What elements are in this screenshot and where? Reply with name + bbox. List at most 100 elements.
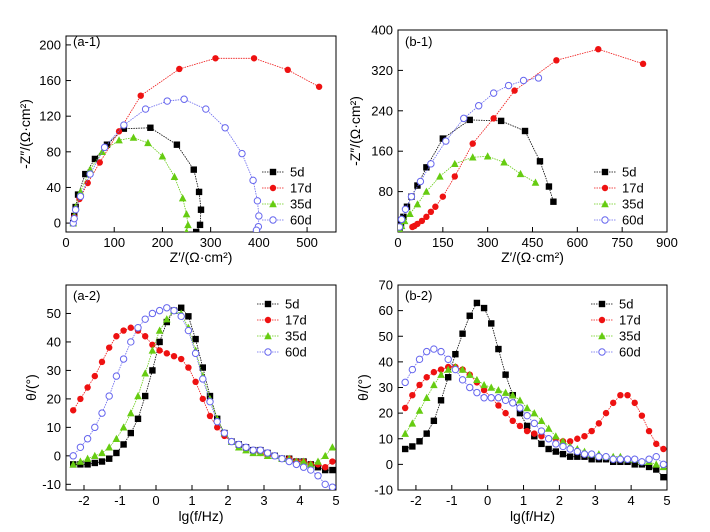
point-17d (414, 220, 421, 228)
point-35d (127, 409, 135, 417)
y-tick-label: 200 (39, 37, 61, 52)
point-35d (444, 365, 453, 373)
point-60d (573, 447, 582, 456)
x-tick-label: 4 (296, 493, 303, 508)
point-60d (487, 394, 495, 402)
point-60d (184, 326, 193, 335)
point-60d (202, 105, 210, 113)
point-35d (652, 460, 661, 468)
x-tick-label: 600 (566, 235, 588, 250)
point-35d (408, 419, 417, 427)
point-60d (509, 399, 517, 407)
data-area (401, 299, 667, 481)
legend-label-35d: 35d (619, 329, 641, 344)
x-tick-label: 500 (296, 235, 318, 250)
x-axis-title: Z′/(Ω·cm²) (501, 249, 564, 265)
point-17d (315, 83, 323, 90)
point-35d (307, 460, 315, 468)
point-60d (458, 376, 467, 384)
legend-label-35d: 35d (290, 197, 312, 212)
legend-marker-5d (601, 168, 609, 176)
series-line-60d (399, 77, 539, 228)
point-60d (427, 160, 435, 168)
point-5d (653, 466, 660, 473)
legend-marker-17d (269, 184, 277, 192)
point-60d (466, 383, 474, 392)
point-5d (192, 335, 199, 343)
point-60d (519, 76, 528, 85)
point-60d (206, 398, 214, 406)
legend-label-35d: 35d (622, 197, 644, 212)
point-35d (500, 158, 508, 166)
point-60d (473, 388, 481, 397)
legend-label-17d: 17d (622, 181, 644, 196)
legend-label-17d: 17d (285, 313, 307, 328)
point-60d (91, 423, 99, 432)
point-5d (497, 117, 505, 125)
point-17d (137, 92, 144, 99)
point-17d (427, 208, 435, 215)
point-17d (115, 128, 123, 135)
point-35d (501, 388, 510, 396)
point-60d (398, 223, 404, 231)
legend-marker-60d (269, 216, 277, 224)
series-line-5d (399, 119, 554, 230)
legend-label-17d: 17d (290, 181, 312, 196)
point-5d (416, 438, 423, 445)
point-60d (255, 212, 263, 220)
point-60d (516, 404, 524, 412)
point-60d (451, 365, 460, 374)
legend-label-5d: 5d (622, 165, 636, 180)
point-5d (178, 304, 185, 311)
point-35d (144, 138, 152, 147)
legend-marker-35d (598, 332, 606, 340)
point-60d (98, 409, 106, 417)
data-area (398, 45, 647, 232)
point-35d (415, 406, 424, 414)
point-60d (141, 105, 150, 113)
y-tick-label: 80 (47, 144, 61, 159)
y-tick-label: 120 (39, 109, 61, 124)
y-axis-title: -Z″/(Ω·cm²) (17, 99, 33, 169)
chart-a1: 0 100 200 300 400 50004080120160200Z′/(Ω·cm²)… (17, 34, 337, 265)
point-60d (501, 396, 510, 405)
legend-marker-35d (601, 200, 609, 208)
point-60d (112, 372, 121, 380)
point-60d (616, 455, 625, 463)
y-tick-label: 0 (386, 457, 393, 472)
point-60d (220, 429, 229, 437)
point-60d (430, 345, 438, 353)
point-17d (214, 424, 221, 431)
point-5d (523, 422, 531, 430)
point-5d (488, 320, 495, 327)
point-35d (450, 159, 459, 168)
x-tick-label: 300 (200, 235, 222, 250)
point-60d (86, 170, 94, 178)
x-tick-label: 0 (152, 493, 159, 508)
point-5d (409, 443, 416, 450)
point-5d (173, 141, 181, 148)
point-60d (271, 452, 279, 460)
point-17d (185, 364, 192, 371)
point-60d (292, 460, 301, 469)
x-tick-label: -1 (114, 493, 126, 508)
point-35d (314, 457, 322, 465)
x-tick-label: 5 (663, 493, 670, 508)
point-60d (652, 452, 660, 461)
point-60d (401, 378, 409, 387)
point-5d (199, 364, 206, 371)
y-tick-label: 20 (379, 406, 393, 421)
point-17d (660, 445, 667, 453)
point-60d (285, 457, 293, 466)
point-35d (559, 437, 567, 445)
legend-label-35d: 35d (285, 329, 307, 344)
point-35d (163, 315, 171, 323)
point-60d (552, 440, 560, 448)
plot-frame (65, 284, 337, 491)
y-axis-title: θ/(°) (355, 374, 371, 401)
point-60d (148, 309, 157, 318)
point-35d (552, 432, 560, 440)
point-60d (170, 306, 178, 315)
